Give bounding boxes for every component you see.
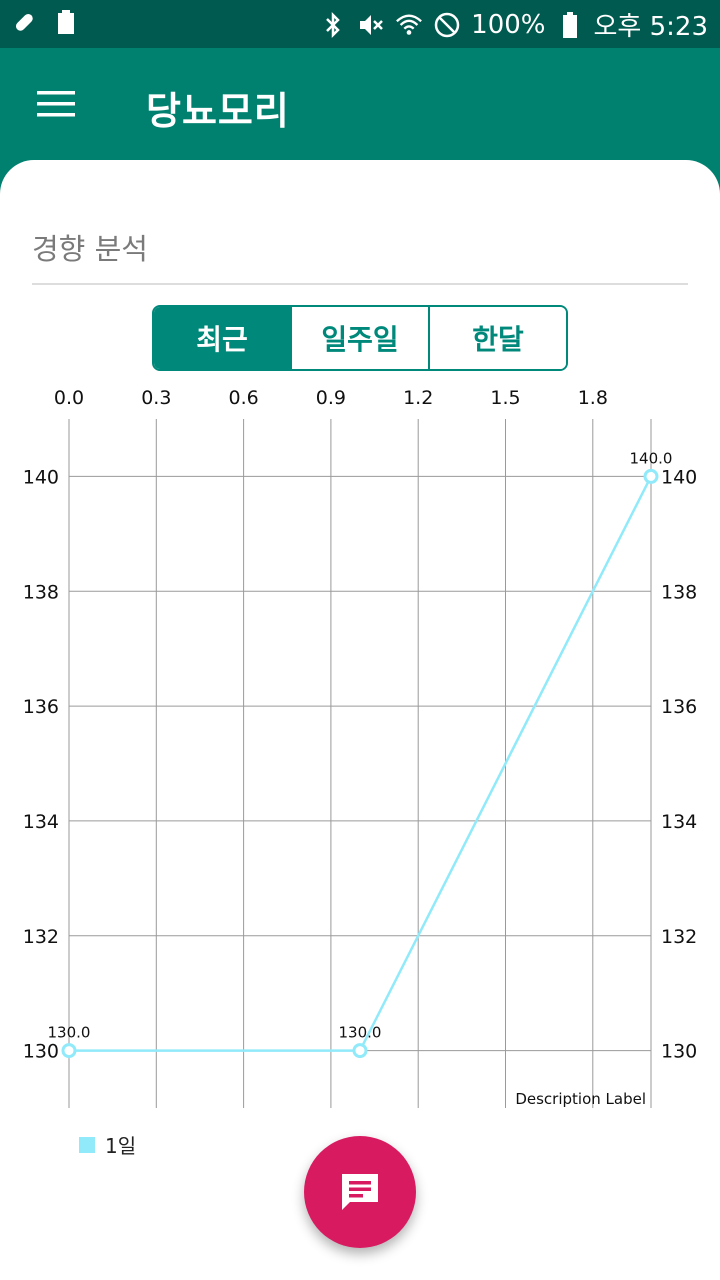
y-tick-label-left: 140 — [23, 466, 59, 488]
x-tick-label: 0.9 — [316, 387, 346, 409]
x-tick-label: 1.2 — [403, 387, 433, 409]
battery-percent: 100% — [471, 9, 546, 40]
period-segmented-control: 최근 일주일 한달 — [152, 305, 568, 371]
chart-legend: 1일 — [79, 1130, 136, 1159]
data-label: 130.0 — [339, 1024, 382, 1042]
trend-line-chart: 0.0 0.3 0.6 0.9 1.2 1.5 1.8 130 130 132 132 134 134 1… — [23, 387, 697, 1108]
legend-label: 1일 — [105, 1134, 137, 1158]
menu-button[interactable] — [30, 78, 82, 130]
battery-small-icon — [52, 8, 80, 36]
chart-description: Description Label — [515, 1090, 646, 1108]
y-tick-label-right: 140 — [661, 466, 697, 488]
app-bar: 당뇨모리 — [0, 48, 720, 160]
tab-week[interactable]: 일주일 — [290, 307, 428, 369]
y-tick-label-left: 130 — [23, 1041, 59, 1063]
divider — [32, 283, 688, 285]
tab-month[interactable]: 한달 — [428, 307, 566, 369]
x-tick-label: 0.6 — [228, 387, 258, 409]
pill-icon — [10, 8, 38, 36]
tab-recent[interactable]: 최근 — [154, 307, 290, 369]
bluetooth-icon — [319, 11, 347, 39]
y-tick-label-right: 136 — [661, 696, 697, 718]
data-point — [643, 468, 659, 484]
x-tick-label: 0.3 — [141, 387, 171, 409]
x-tick-label: 1.5 — [490, 387, 520, 409]
status-bar: 100% 오후 5:23 — [0, 0, 720, 48]
hamburger-icon — [37, 91, 75, 117]
x-tick-label: 1.8 — [578, 387, 608, 409]
y-tick-label-left: 138 — [23, 581, 59, 603]
data-point — [352, 1043, 368, 1059]
wifi-icon — [395, 11, 423, 39]
y-tick-label-right: 132 — [661, 926, 697, 948]
dnd-icon — [433, 11, 461, 39]
data-label: 140.0 — [630, 449, 673, 467]
y-tick-label-right: 134 — [661, 811, 697, 833]
x-tick-label: 0.0 — [54, 387, 84, 409]
message-fab-button[interactable] — [304, 1136, 416, 1248]
data-label: 130.0 — [48, 1024, 91, 1042]
y-tick-label-left: 136 — [23, 696, 59, 718]
message-icon — [342, 1174, 378, 1210]
app-title: 당뇨모리 — [146, 89, 290, 133]
y-tick-label-right: 130 — [661, 1041, 697, 1063]
section-title: 경향 분석 — [32, 232, 148, 266]
mute-icon — [357, 11, 385, 39]
battery-icon — [556, 11, 584, 39]
data-point — [61, 1043, 77, 1059]
y-tick-label-right: 138 — [661, 581, 697, 603]
y-tick-label-left: 132 — [23, 926, 59, 948]
main-content: 경향 분석 최근 일주일 한달 0.0 0.3 0.6 0.9 1.2 1.5 1.8 130… — [0, 160, 720, 1280]
y-tick-label-left: 134 — [23, 811, 59, 833]
clock: 오후 5:23 — [593, 12, 709, 42]
legend-swatch — [79, 1136, 95, 1153]
